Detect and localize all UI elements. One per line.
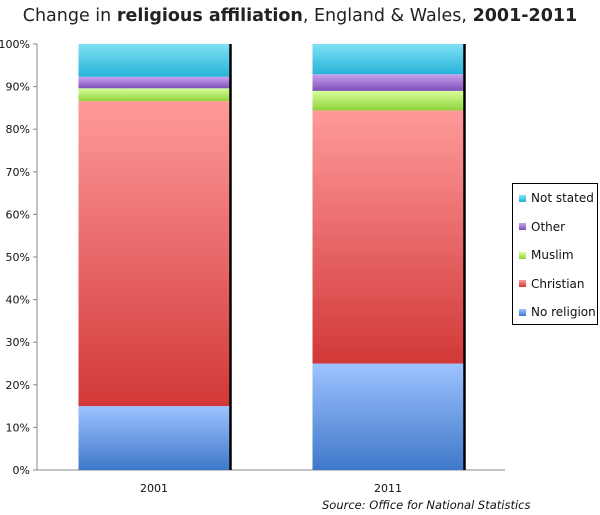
legend-item-not-stated: Not stated	[519, 190, 594, 206]
legend-label-other: Other	[531, 219, 566, 234]
title-bold-1: religious affiliation	[116, 6, 303, 26]
bar-segment-christian-2011	[312, 110, 464, 364]
legend-label-no-religion: No religion	[531, 305, 596, 319]
bar-segment-other-2001	[78, 76, 230, 89]
legend-item-muslim: Muslim	[519, 247, 574, 263]
legend-swatch-not-stated	[519, 194, 526, 202]
bar-segment-muslim-2001	[78, 88, 230, 102]
title-bold-2: 2001-2011	[472, 6, 578, 26]
bar-segment-christian-2001	[78, 101, 230, 407]
y-tick-label: 70%	[6, 166, 30, 179]
chart-legend: Not stated Other Muslim Christian No religio…	[512, 183, 598, 325]
y-tick-label: 0%	[13, 464, 30, 477]
bar-segment-not-stated-2001	[78, 44, 230, 77]
bar-segment-not-stated-2011	[312, 44, 464, 75]
title-part-1: Change in	[22, 6, 117, 26]
legend-swatch-muslim	[519, 251, 526, 259]
legend-item-no-religion: No religion	[519, 304, 596, 320]
x-tick-label-2001: 2001	[140, 482, 168, 495]
bar-segment-no-religion-2011	[312, 363, 464, 470]
y-tick-label: 30%	[6, 336, 30, 349]
y-tick-label: 60%	[6, 208, 30, 221]
y-tick-label: 90%	[6, 81, 30, 94]
legend-swatch-other	[519, 223, 526, 230]
bar-segment-other-2011	[312, 74, 464, 91]
legend-item-christian: Christian	[519, 276, 585, 292]
legend-swatch-christian	[519, 280, 526, 287]
legend-item-other: Other	[519, 219, 565, 235]
legend-swatch-no-religion	[519, 308, 526, 316]
y-tick-label: 100%	[0, 38, 30, 51]
y-tick-label: 40%	[6, 294, 30, 307]
y-tick-label: 20%	[6, 379, 30, 392]
y-tick-label: 50%	[6, 251, 30, 264]
bar-segment-no-religion-2001	[78, 406, 230, 470]
legend-label-christian: Christian	[531, 276, 585, 291]
y-tick-label: 80%	[6, 123, 30, 136]
y-tick-label: 10%	[6, 421, 30, 434]
x-tick-label-2011: 2011	[374, 482, 402, 495]
chart-title: Change in religious affiliation, England…	[0, 6, 600, 26]
bar-segment-muslim-2011	[312, 90, 464, 111]
legend-label-muslim: Muslim	[531, 248, 574, 262]
source-note: Source: Office for National Statistics	[322, 498, 531, 512]
title-part-2: , England & Wales,	[302, 6, 473, 26]
legend-label-not-stated: Not stated	[531, 191, 594, 205]
